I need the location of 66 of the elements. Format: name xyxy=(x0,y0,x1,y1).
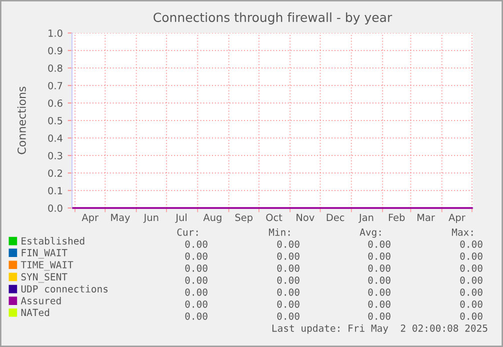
x-tick-label: Dec xyxy=(326,214,344,222)
y-tick-label: 0.6 xyxy=(48,99,62,107)
y-tick-label: 1.0 xyxy=(48,29,62,37)
legend-label: Established xyxy=(22,237,84,245)
text: 0.00 xyxy=(185,312,208,320)
x-tick-label: Jul xyxy=(175,214,186,223)
x-tick-label: Feb xyxy=(388,214,405,222)
x-tick-label: Mar xyxy=(418,214,435,222)
text: 0.00 xyxy=(368,276,390,284)
y-axis-title: Connections xyxy=(17,86,26,154)
text: 0.00 xyxy=(277,288,300,296)
text: 0.00 xyxy=(368,264,390,272)
text: 0.00 xyxy=(185,288,208,296)
x-tick-label: Sep xyxy=(235,214,252,223)
chart-title: Connections through firewall - by year xyxy=(154,12,392,24)
y-tick-label: 0.7 xyxy=(48,82,62,90)
text: Avg: xyxy=(360,228,381,238)
x-tick-label: Jun xyxy=(143,214,158,223)
x-tick-label: Jan xyxy=(358,214,374,223)
text: Last update: Fri May 2 02:00:08 2025 xyxy=(272,324,488,334)
text: 0.00 xyxy=(460,288,482,296)
text: 0.00 xyxy=(185,264,208,272)
text: 0.00 xyxy=(368,288,390,296)
x-tick-label: Oct xyxy=(266,214,282,222)
x-tick-label: Apr xyxy=(448,214,466,223)
text: 0.00 xyxy=(277,276,300,284)
text: Cur: xyxy=(177,228,198,236)
text: 0.00 xyxy=(277,300,300,308)
x-tick-label: Nov xyxy=(296,214,314,222)
x-tick-label: May xyxy=(111,214,130,223)
text: 0.00 xyxy=(460,300,482,308)
legend-label: FIN_WAIT xyxy=(22,249,68,259)
legend-label: Assured xyxy=(20,296,61,304)
text: 0.00 xyxy=(277,252,300,260)
text: 0.00 xyxy=(185,252,208,260)
x-tick-label: Apr xyxy=(82,214,98,223)
text: 0.00 xyxy=(368,240,390,248)
text: 0.00 xyxy=(460,276,482,284)
text: 0.00 xyxy=(460,312,482,320)
x-tick-label: Aug xyxy=(203,214,222,223)
text: Min: xyxy=(268,228,290,236)
text: 0.00 xyxy=(368,300,390,308)
legend-label: UDP connections xyxy=(21,285,108,293)
text: 0.00 xyxy=(185,276,208,284)
y-tick-label: 0.8 xyxy=(48,64,62,72)
text: 0.00 xyxy=(277,264,300,272)
legend-label: SYN_SENT xyxy=(21,273,68,283)
y-tick-label: 0.0 xyxy=(48,204,62,212)
text: 0.00 xyxy=(460,264,482,272)
y-tick-label: 0.1 xyxy=(48,186,62,194)
text: 0.00 xyxy=(460,252,482,260)
legend-label: TIME_WAIT xyxy=(20,261,74,271)
y-tick-label: 0.4 xyxy=(48,134,62,142)
text: 0.00 xyxy=(368,252,390,260)
text: 0.00 xyxy=(185,300,208,308)
text: 0.00 xyxy=(277,240,300,248)
y-tick-label: 0.9 xyxy=(48,46,62,54)
y-tick-label: 0.3 xyxy=(48,152,62,160)
text: 0.00 xyxy=(185,240,208,248)
text: 0.00 xyxy=(460,240,482,248)
text: Max: xyxy=(452,228,473,236)
text: 0.00 xyxy=(368,312,390,320)
y-tick-label: 0.5 xyxy=(48,116,62,124)
text: 0.00 xyxy=(277,312,300,320)
legend-label: NATed xyxy=(21,308,50,316)
y-tick-label: 0.2 xyxy=(48,169,62,177)
